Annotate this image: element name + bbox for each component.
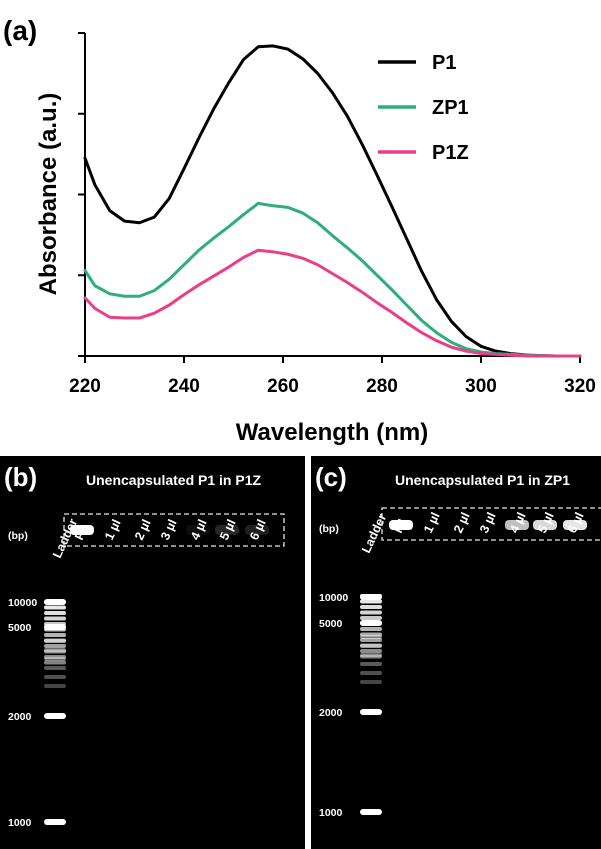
marker-label: 1000 — [8, 817, 32, 829]
marker-label: 2000 — [8, 711, 32, 723]
ladder-band — [360, 653, 382, 657]
marker-label: 10000 — [8, 597, 37, 609]
ladder-band — [44, 655, 66, 659]
ladder-band — [360, 627, 382, 631]
ladder-band — [44, 675, 66, 679]
ladder-band — [44, 657, 66, 661]
legend-label: ZP1 — [432, 97, 469, 119]
ladder-band — [44, 624, 66, 630]
ladder-band — [44, 633, 66, 637]
gel-panel-label: (c) — [315, 462, 347, 492]
ladder-band — [44, 648, 66, 652]
ladder-band — [44, 611, 66, 615]
ladder-band — [360, 809, 382, 815]
ladder-band — [360, 649, 382, 653]
series-lines — [83, 44, 582, 358]
gel-panel-label: (b) — [4, 462, 37, 492]
ladder-band — [360, 671, 382, 675]
sample-band — [389, 520, 413, 530]
y-axis-title: Absorbance (a.u.) — [35, 93, 62, 296]
sample-bands — [389, 520, 587, 530]
x-tick-label: 260 — [267, 376, 299, 397]
ladder-bands — [360, 594, 382, 815]
ladder-band — [44, 649, 66, 654]
marker-label: 10000 — [319, 592, 348, 604]
ladder-band — [360, 680, 382, 684]
x-tick-label: 280 — [366, 376, 398, 397]
plot-area: 220 240 260 280 300 320 P1 ZP1 P1Z — [69, 32, 596, 397]
x-axis-title: Wavelength (nm) — [236, 419, 428, 446]
ladder-band — [360, 599, 382, 604]
x-tick-label: 320 — [564, 376, 596, 397]
ladder-band — [360, 610, 382, 615]
ladder-band — [360, 643, 382, 648]
gel-panel-b: (b) Unencapsulated P1 in P1Z Ladder P11 … — [0, 456, 305, 849]
x-tick-label: 240 — [168, 376, 200, 397]
ladder-band — [360, 654, 382, 659]
ladder-band — [44, 599, 66, 605]
ladder-band — [360, 605, 382, 609]
marker-label: 1000 — [319, 807, 343, 819]
ladder-band — [360, 635, 382, 639]
ladder-band — [44, 713, 66, 719]
series-line-zp1 — [83, 201, 582, 358]
x-ticks: 220 240 260 280 300 320 — [69, 356, 596, 397]
sample-bands — [70, 525, 269, 535]
y-ticks — [78, 32, 85, 357]
ladder-band — [44, 684, 66, 688]
x-tick-label: 300 — [465, 376, 497, 397]
ladder-band — [360, 709, 382, 715]
series-line-p1z — [83, 248, 582, 358]
legend: P1 ZP1 P1Z — [378, 52, 469, 164]
gel-background — [311, 456, 601, 849]
ladder-band — [44, 605, 66, 610]
ladder-band — [44, 639, 66, 643]
sample-band — [215, 525, 239, 535]
marker-labels: 10000 5000 2000 1000 — [319, 592, 348, 819]
legend-label: P1Z — [432, 142, 469, 164]
panel-a: (a) 220 240 260 280 300 320 P1 ZP1 P1Z Waveleng… — [3, 15, 596, 446]
ladder-band — [44, 616, 66, 621]
marker-label: 5000 — [319, 618, 343, 630]
sample-band — [563, 520, 587, 530]
bp-unit-label: (bp) — [319, 523, 339, 535]
gel-panel-c: (c) Unencapsulated P1 in ZP1 Ladder P11 … — [311, 456, 601, 849]
sample-band — [70, 525, 94, 535]
x-tick-label: 220 — [69, 376, 101, 397]
panel-a-label: (a) — [3, 15, 37, 46]
legend-label: P1 — [432, 52, 456, 74]
ladder-band — [360, 616, 382, 620]
marker-label: 2000 — [319, 707, 343, 719]
ladder-band — [360, 644, 382, 648]
gel-title: Unencapsulated P1 in ZP1 — [395, 472, 570, 488]
ladder-band — [360, 620, 382, 626]
ladder-band — [44, 660, 66, 665]
ladder-band — [44, 666, 66, 670]
gel-title: Unencapsulated P1 in P1Z — [86, 472, 261, 488]
series-line-p1 — [83, 44, 582, 358]
sample-band — [533, 520, 557, 530]
marker-labels: 10000 5000 2000 1000 — [8, 597, 37, 829]
ladder-band — [44, 819, 66, 825]
bp-unit-label: (bp) — [8, 530, 28, 542]
well-region-box — [63, 513, 285, 547]
ladder-band — [360, 662, 382, 666]
ladder-band — [44, 638, 66, 643]
sample-band — [245, 525, 269, 535]
ladder-band — [44, 644, 66, 648]
well-region-box — [381, 507, 601, 541]
sample-band — [186, 525, 210, 535]
ladder-band — [360, 594, 382, 600]
marker-label: 5000 — [8, 622, 32, 634]
ladder-bands — [44, 599, 66, 825]
ladder-band — [360, 632, 382, 637]
ladder-band — [360, 638, 382, 642]
sample-band — [505, 520, 529, 530]
